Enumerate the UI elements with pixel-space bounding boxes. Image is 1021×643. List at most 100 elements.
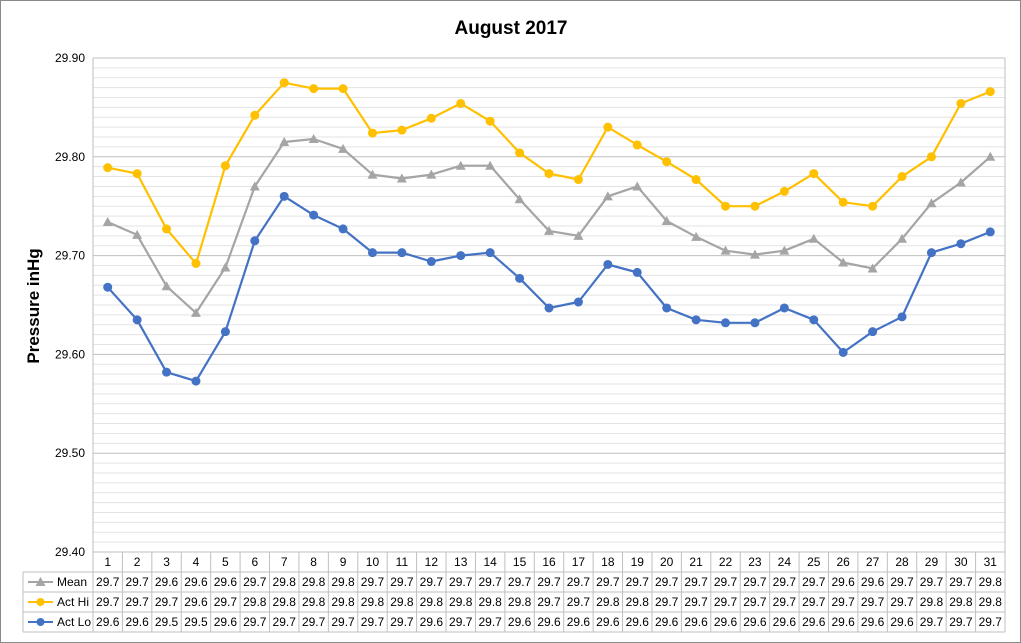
x-tick-label: 5 [222,555,229,569]
y-tick-label: 29.70 [55,249,85,263]
table-cell-value: 29.7 [508,575,532,589]
table-cell-value: 29.7 [567,595,591,609]
table-cell-value: 29.7 [920,575,944,589]
data-point [485,160,496,170]
data-point [602,191,613,201]
data-point [955,177,966,187]
table-cell-value: 29.8 [508,595,532,609]
x-tick-label: 20 [660,555,674,569]
table-cell-value: 29.7 [302,615,326,629]
data-point [897,233,908,243]
table-cell-value: 29.7 [361,615,385,629]
x-tick-label: 27 [866,555,880,569]
data-point [279,78,289,88]
table-cell-value: 29.8 [920,595,944,609]
table-cell-value: 29.6 [184,575,208,589]
table-cell-value: 29.7 [537,595,561,609]
table-cell-value: 29.7 [655,575,679,589]
table-cell-value: 29.7 [773,575,797,589]
y-tick-label: 29.80 [55,150,85,164]
data-point [191,259,201,269]
data-point [103,163,113,173]
table-cell-value: 29.7 [243,615,267,629]
data-point [191,376,201,386]
series-layer [102,78,996,386]
table-cell-value: 29.6 [125,615,149,629]
table-cell-value: 29.7 [596,575,620,589]
data-point [809,315,819,325]
data-point [308,134,319,144]
table-cell-value: 29.8 [979,595,1003,609]
table-cell-value: 29.7 [390,575,414,589]
data-point [750,201,760,211]
data-point [544,169,554,179]
data-point [897,312,907,322]
data-point [515,273,525,283]
table-cell-value: 29.7 [802,595,826,609]
x-tick-label: 26 [837,555,851,569]
series-act-lo [103,191,995,386]
table-cell-value: 29.8 [331,575,355,589]
data-point [515,148,525,158]
data-point [868,201,878,211]
data-point [162,367,172,377]
table-cell-value: 29.7 [243,575,267,589]
legend-key-marker [36,598,45,606]
data-point [603,259,613,269]
x-tick-label: 31 [984,555,998,569]
data-point [426,257,436,267]
table-cell-value: 29.8 [979,575,1003,589]
data-point [338,84,348,94]
data-point [691,315,701,325]
table-cell-value: 29.8 [243,595,267,609]
table-cell-value: 29.8 [478,595,502,609]
table-cell-value: 29.7 [96,595,120,609]
x-tick-label: 3 [163,555,170,569]
data-point [455,160,466,170]
table-cell-value: 29.6 [214,615,238,629]
table-cell-value: 29.7 [979,615,1003,629]
data-point [132,315,142,325]
data-point [102,217,113,227]
x-tick-label: 28 [895,555,909,569]
x-tick-label: 24 [778,555,792,569]
data-point [573,175,583,185]
table-cell-value: 29.7 [449,575,473,589]
data-point [573,297,583,307]
table-cell-value: 29.8 [420,595,444,609]
table-cell-value: 29.6 [508,615,532,629]
x-tick-label: 11 [396,555,409,569]
table-cell-value: 29.7 [125,575,149,589]
table-cell-value: 29.7 [949,615,973,629]
x-tick-label: 22 [719,555,733,569]
table-cell-value: 29.7 [743,575,767,589]
data-point [573,230,584,240]
x-tick-label: 7 [281,555,288,569]
table-cell-value: 29.7 [361,575,385,589]
data-point [985,87,995,97]
data-point [309,210,319,220]
data-point [985,151,996,161]
data-point [456,251,466,261]
table-cell-value: 29.6 [802,615,826,629]
data-point [632,267,642,277]
table-cell-value: 29.7 [890,595,914,609]
data-point [426,113,436,123]
table-cell-value: 29.8 [449,595,473,609]
data-point [367,169,378,179]
table-cell-value: 29.7 [478,575,502,589]
table-cell-value: 29.6 [567,615,591,629]
table-cell-value: 29.7 [96,575,120,589]
table-cell-value: 29.7 [684,595,708,609]
data-table: 1 2 3 4 5 6 7 8 9 10 11 12 13 14 15 16 17 18 19 20 21 22 23 24 2… [22,58,1006,633]
data-point [632,181,643,191]
x-tick-label: 4 [193,555,200,569]
chart-title: August 2017 [455,18,568,39]
y-tick-label: 29.90 [55,51,85,65]
legend-key-marker [35,577,46,586]
table-cell-value: 29.8 [273,575,297,589]
y-axis-label: Pressure inHg [24,248,43,363]
x-tick-label: 23 [748,555,762,569]
